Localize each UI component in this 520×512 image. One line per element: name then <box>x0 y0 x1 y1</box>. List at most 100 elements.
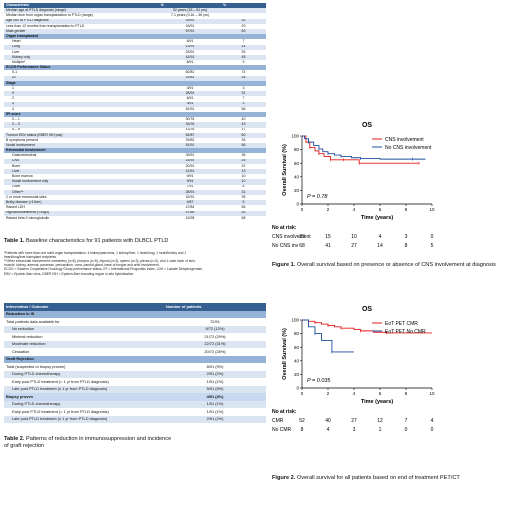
row-value <box>159 148 221 154</box>
row-label: Lung <box>4 44 159 50</box>
y-tick-label: 60 <box>294 161 300 166</box>
table-row: 0-1 60/81 74 <box>4 70 266 76</box>
row-value: 9/91 <box>159 179 221 185</box>
row-label: ≥2 <box>4 75 159 81</box>
row-value: 60 <box>221 132 266 138</box>
row-label: IPI score <box>4 111 159 118</box>
table-row: Total patients data available for 72/91 <box>4 318 266 326</box>
row-value <box>159 34 221 40</box>
table-row: Nodal involvement 51/91 56 <box>4 143 266 149</box>
row-value: 57/91 <box>159 28 221 35</box>
row-value: 17 <box>221 127 266 133</box>
table-row: Graft Rejection <box>4 355 266 363</box>
row-value: 35 <box>221 137 266 144</box>
row-value: 52 years (18 – 81 yrs) <box>159 8 221 14</box>
at-risk-count: 0 <box>405 427 408 433</box>
table-row: Liver 12/91 13 <box>4 169 266 175</box>
row-value: 32 <box>221 18 266 24</box>
row-value: 3 <box>221 101 266 107</box>
at-risk-count: 12 <box>377 418 383 424</box>
footnote-line: muscle, kidney, adrenal, pancreas, peric… <box>4 263 160 268</box>
at-risk-count: 8 <box>301 427 304 433</box>
row-value: 2/91 (2%) <box>164 415 266 423</box>
table-row: Bulky disease (>10cm) 4/87 5 <box>4 200 266 206</box>
row-label: Multiple* <box>4 60 159 66</box>
table-row: Lung 13/91 14 <box>4 44 266 50</box>
x-tick-label: 8 <box>405 207 408 212</box>
row-value <box>159 80 221 86</box>
at-risk-count: 3 <box>405 234 408 240</box>
table-row: Hypoalbuminaemia (<35g/l) 47/89 53 <box>4 210 266 216</box>
table-row: Tumour EBV status (EBER ISH pos) 52/87 60 <box>4 132 266 138</box>
row-label: CNS <box>4 158 159 164</box>
row-value: 2/91 (2%) <box>164 370 266 378</box>
row-label: 2 <box>4 96 159 102</box>
row-label: Bone marrow <box>4 174 159 180</box>
row-label: Other** <box>4 189 159 195</box>
row-value: 4/87 <box>159 200 221 206</box>
row-value: 51/91 <box>159 143 221 149</box>
footnote-line: heart/lung/liver transplant recipients <box>4 255 57 260</box>
table-row: B symptoms present 29/82 35 <box>4 137 266 144</box>
y-tick-label: 0 <box>296 386 299 391</box>
at-risk-count: 27 <box>351 243 357 249</box>
row-value: 47/89 <box>159 210 221 216</box>
caption-text: Overall survival based on presence or ab… <box>295 262 496 268</box>
y-tick-label: 20 <box>294 372 300 377</box>
legend-label: EoT PET No CMR <box>385 329 426 335</box>
row-value: 13/91 <box>159 44 221 50</box>
row-value: 8 <box>221 184 266 190</box>
table-row: Age ≥60 at PTLD diagnosis 29/91 32 <box>4 18 266 24</box>
column-header: Intervention / Outcome <box>4 303 164 311</box>
row-value: 43 <box>221 122 266 128</box>
table-row: Late post PTLD treatment (≥ 1 yr from PT… <box>4 385 266 393</box>
row-value: 13/76 <box>159 127 221 133</box>
at-risk-count: 8 <box>405 243 408 249</box>
row-value: 1/91 (1%) <box>164 408 266 416</box>
row-label: Reduction in IS <box>4 310 164 318</box>
row-label: Bulky disease (>10cm) <box>4 200 159 206</box>
footnote-line: EBV = Epstein-Barr virus, EBER ISH = Eps… <box>4 271 134 276</box>
footnote-line: ECOG = Eastern Cooperative Oncology Grou… <box>4 267 203 272</box>
at-risk-heading: No at risk: <box>272 225 297 231</box>
at-risk-count: 1 <box>379 427 382 433</box>
table1-caption: Table 1. Baseline characteristics for 91… <box>4 238 168 245</box>
row-label: II <box>4 91 159 97</box>
table-row: Heart 6/91 7 <box>4 39 266 45</box>
row-label: Graft Rejection <box>4 355 164 363</box>
table-row: Liver 23/91 25 <box>4 49 266 55</box>
caption-label: Table 2. <box>4 436 25 442</box>
row-label: Male gender <box>4 28 159 35</box>
row-value <box>221 148 266 154</box>
row-value <box>164 310 266 318</box>
column-header: N <box>159 3 221 9</box>
row-label: 4 – 5 <box>4 127 159 133</box>
row-label: During PTLD chemotherapy <box>4 370 164 378</box>
at-risk-count: 15 <box>325 234 331 240</box>
footnote-line: *Patients with more than one solid organ… <box>4 251 187 255</box>
x-tick-label: 4 <box>353 207 356 212</box>
row-value: 7.1 years (0.16 – 36 yrs) <box>159 13 221 19</box>
table-header-row: Intervention / Outcome Number of patient… <box>4 303 266 311</box>
row-value: 7/91 <box>159 184 221 190</box>
table-row: Multiple* 8/91 9 <box>4 60 266 66</box>
caption-label: Figure 1. <box>272 262 296 268</box>
row-label: 2 or more extranodal sites <box>4 194 159 201</box>
row-value: 31 <box>221 91 266 97</box>
caption-label: Table 1. <box>4 238 25 244</box>
row-value: 3/91 <box>159 86 221 92</box>
row-value: 7 <box>221 96 266 102</box>
row-label: Liver <box>4 169 159 175</box>
row-value: 1/91 (1%) <box>164 400 266 408</box>
table-immunosuppression-rejection: Intervention / Outcome Number of patient… <box>4 303 266 423</box>
y-tick-label: 0 <box>296 202 299 207</box>
x-tick-label: 6 <box>379 207 382 212</box>
x-axis-label: Time (years) <box>361 399 393 405</box>
row-label: Total (suspected or biopsy proven) <box>4 363 164 371</box>
table-row: CNS 23/91 25 <box>4 158 266 164</box>
y-tick-label: 20 <box>294 188 300 193</box>
row-value: 19/28 <box>159 215 221 221</box>
at-risk-count: 10 <box>351 234 357 240</box>
row-value: 56 <box>221 205 266 211</box>
